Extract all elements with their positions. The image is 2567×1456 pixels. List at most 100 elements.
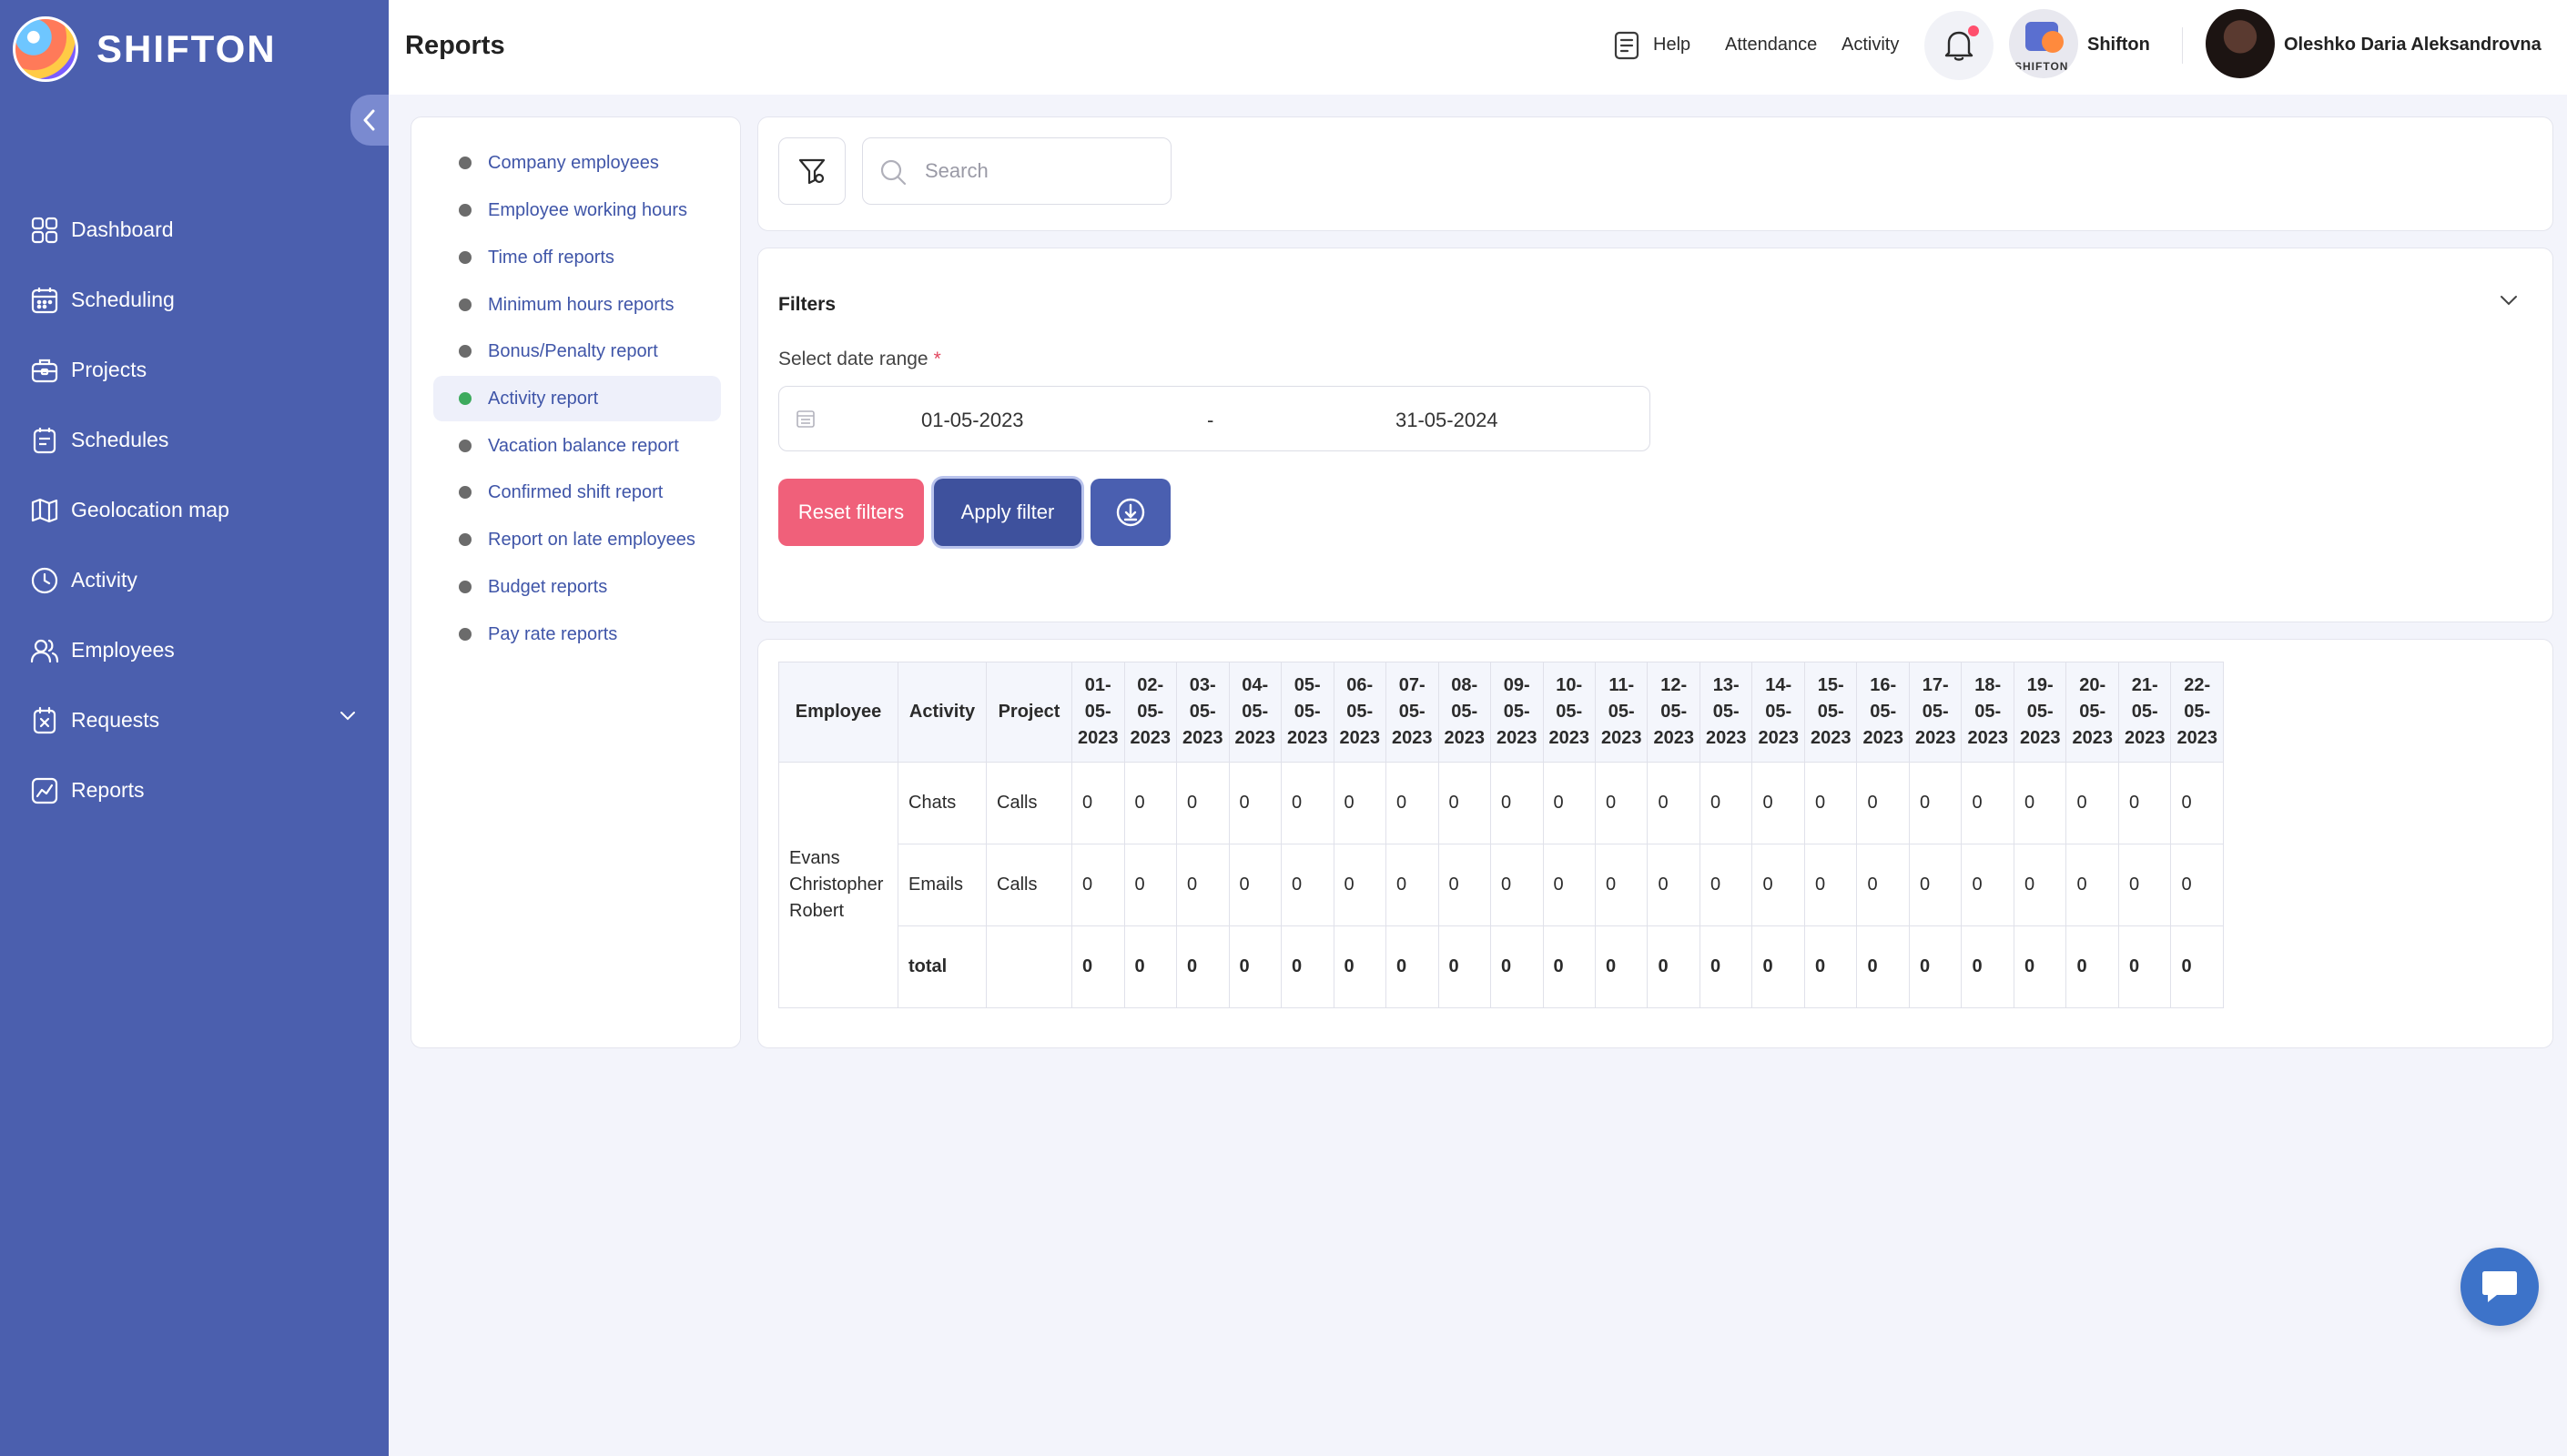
sidebar-item-projects[interactable]: Projects [0,335,389,405]
column-header-project[interactable]: Project [986,662,1072,763]
column-header-date[interactable]: 10-05-2023 [1542,662,1596,763]
brand-logo[interactable]: SHIFTON [13,16,277,82]
column-header-date[interactable]: 02-05-2023 [1123,662,1177,763]
required-mark: * [933,349,941,369]
sidebar-item-dashboard[interactable]: Dashboard [0,195,389,265]
column-header-date[interactable]: 03-05-2023 [1176,662,1230,763]
column-header-date[interactable]: 16-05-2023 [1856,662,1910,763]
column-header-date[interactable]: 07-05-2023 [1385,662,1439,763]
column-header-employee[interactable]: Employee [778,662,898,763]
sidebar-item-activity[interactable]: Activity [0,545,389,615]
report-item-budget[interactable]: Budget reports [433,564,721,610]
value-cell: 0 [2013,762,2067,844]
report-item-confirmed-shift[interactable]: Confirmed shift report [433,470,721,515]
sidebar-item-scheduling[interactable]: Scheduling [0,265,389,335]
filters-panel: Filters Select date range * 01-05-2023 - … [757,248,2553,622]
chevron-down-icon[interactable] [340,711,356,722]
total-label-cell: total [898,925,987,1008]
column-header-date[interactable]: 19-05-2023 [2013,662,2067,763]
column-header-date[interactable]: 11-05-2023 [1594,662,1649,763]
sidebar-item-reports[interactable]: Reports [0,755,389,825]
report-item-late-employees[interactable]: Report on late employees [433,517,721,562]
reset-filters-button[interactable]: Reset filters [778,479,924,546]
date-separator: - [1207,409,1214,431]
value-cell: 0 [1542,844,1596,926]
column-header-date[interactable]: 06-05-2023 [1333,662,1386,763]
brand-name: SHIFTON [96,27,277,70]
column-header-date[interactable]: 21-05-2023 [2117,662,2172,763]
value-cell: 0 [1856,844,1910,926]
table-header-row: Employee Activity Project 01-05-2023 02-0… [778,662,2224,763]
total-value-cell: 0 [1542,925,1596,1008]
total-value-cell: 0 [1228,925,1282,1008]
column-header-date[interactable]: 01-05-2023 [1071,662,1125,763]
report-item-pay-rate[interactable]: Pay rate reports [433,612,721,657]
column-header-date[interactable]: 15-05-2023 [1803,662,1858,763]
column-header-date[interactable]: 13-05-2023 [1699,662,1753,763]
filter-toggle-button[interactable] [778,137,846,205]
apply-filter-button[interactable]: Apply filter [934,479,1081,546]
column-header-date[interactable]: 09-05-2023 [1490,662,1544,763]
report-item-label: Confirmed shift report [488,481,664,502]
value-cell: 0 [1228,844,1282,926]
value-cell: 0 [1071,762,1125,844]
total-value-cell: 0 [2065,925,2119,1008]
report-item-label: Budget reports [488,576,608,597]
help-document-icon[interactable] [1614,31,1639,65]
value-cell: 0 [1385,844,1439,926]
column-header-date[interactable]: 05-05-2023 [1281,662,1334,763]
sidebar-nav: Dashboard Scheduling Projects Schedules … [0,195,389,825]
search-input[interactable] [925,138,1162,204]
report-item-label: Company employees [488,152,659,173]
user-name[interactable]: Oleshko Daria Aleksandrovna [2284,35,2542,55]
value-cell: 0 [1961,762,2014,844]
help-link[interactable]: Help [1653,35,1691,55]
value-cell: 0 [1594,844,1649,926]
date-range-label-text: Select date range [778,349,928,369]
sidebar-item-schedules[interactable]: Schedules [0,405,389,475]
company-logo[interactable]: SHIFTON [2009,9,2078,78]
column-header-date[interactable]: 04-05-2023 [1228,662,1282,763]
column-header-date[interactable]: 17-05-2023 [1908,662,1963,763]
column-header-date[interactable]: 14-05-2023 [1751,662,1805,763]
calendar-icon [29,285,60,316]
notifications-button[interactable] [1924,11,1994,80]
column-header-date[interactable]: 22-05-2023 [2170,662,2224,763]
report-item-employee-working-hours[interactable]: Employee working hours [433,187,721,233]
column-header-activity[interactable]: Activity [898,662,987,763]
attendance-link[interactable]: Attendance [1725,35,1818,55]
sidebar-item-requests[interactable]: Requests [0,685,389,755]
value-cell: 0 [2117,762,2172,844]
value-cell: 0 [1281,844,1334,926]
column-header-date[interactable]: 12-05-2023 [1647,662,1700,763]
value-cell: 0 [1647,844,1700,926]
date-to-value[interactable]: 31-05-2024 [1395,409,1498,431]
search-field[interactable] [862,137,1172,205]
report-item-vacation-balance[interactable]: Vacation balance report [433,423,721,469]
activity-link[interactable]: Activity [1842,35,1900,55]
sidebar-item-label: Requests [71,708,160,732]
user-avatar[interactable] [2206,9,2275,78]
chat-support-button[interactable] [2460,1248,2539,1326]
report-item-bonus-penalty[interactable]: Bonus/Penalty report [433,329,721,374]
report-item-company-employees[interactable]: Company employees [433,140,721,186]
date-from-value[interactable]: 01-05-2023 [921,409,1024,431]
report-item-activity[interactable]: Activity report [433,376,721,421]
sidebar-item-employees[interactable]: Employees [0,615,389,685]
sidebar-item-geolocation-map[interactable]: Geolocation map [0,475,389,545]
report-item-label: Vacation balance report [488,435,679,456]
schedule-icon [29,425,60,456]
chevron-down-icon[interactable] [2500,294,2518,307]
date-range-picker[interactable]: 01-05-2023 - 31-05-2024 [778,386,1650,451]
chat-bubble-icon [2482,1271,2517,1302]
column-header-date[interactable]: 18-05-2023 [1961,662,2014,763]
value-cell: 0 [1123,762,1177,844]
column-header-date[interactable]: 08-05-2023 [1437,662,1491,763]
company-name[interactable]: Shifton [2087,35,2150,55]
report-item-time-off[interactable]: Time off reports [433,235,721,280]
report-item-minimum-hours[interactable]: Minimum hours reports [433,282,721,328]
value-cell: 0 [1333,762,1386,844]
download-button[interactable] [1091,479,1171,546]
column-header-date[interactable]: 20-05-2023 [2065,662,2119,763]
collapse-sidebar-button[interactable] [350,95,389,146]
